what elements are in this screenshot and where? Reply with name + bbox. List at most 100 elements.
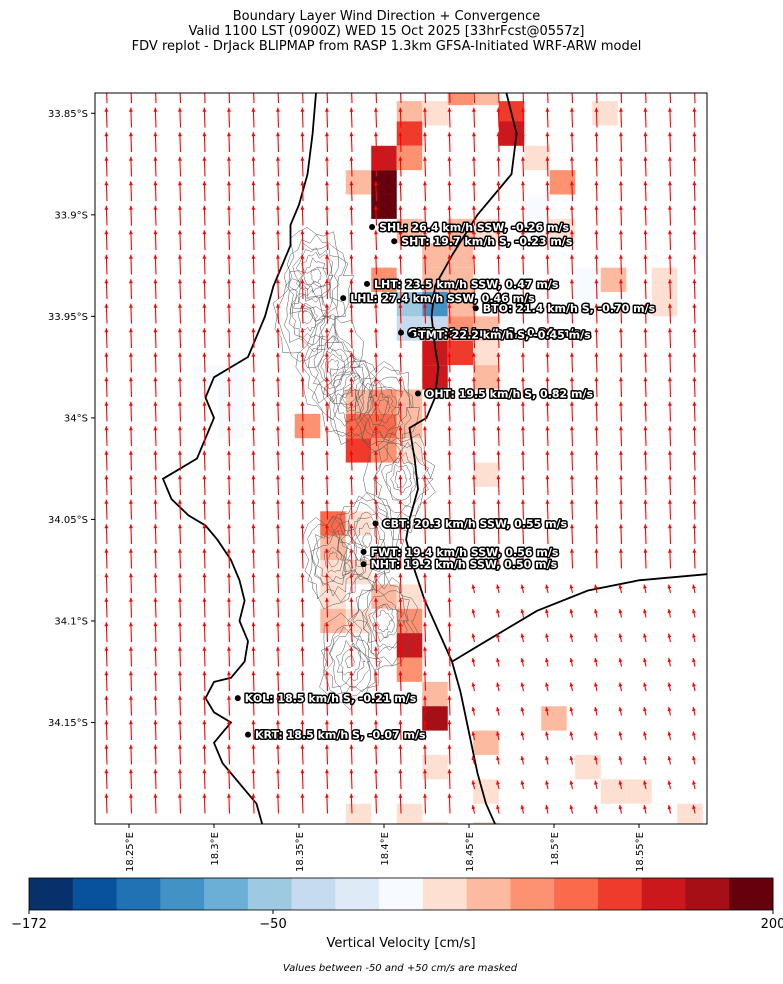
wind-arrow xyxy=(422,646,427,667)
wind-arrow xyxy=(618,755,623,765)
wind-arrow xyxy=(275,597,280,618)
terrain-contour xyxy=(301,322,361,404)
wind-arrow xyxy=(447,181,452,202)
wind-arrow xyxy=(177,622,182,643)
wind-arrow xyxy=(251,646,256,667)
velocity-cell xyxy=(422,681,448,707)
velocity-cell xyxy=(549,170,576,195)
wind-arrow xyxy=(251,107,256,128)
station-label: FWT: 19.4 km/h SSW, 0.56 m/s xyxy=(371,546,559,559)
velocity-cell xyxy=(473,779,499,804)
wind-arrow xyxy=(447,230,452,251)
terrain-contour xyxy=(292,242,340,312)
wind-arrow xyxy=(153,401,158,422)
wind-arrow xyxy=(153,769,158,790)
wind-arrow xyxy=(471,657,476,667)
terrain-contour xyxy=(368,386,400,432)
wind-arrow xyxy=(545,682,549,692)
wind-arrow xyxy=(496,181,501,202)
wind-arrow xyxy=(226,328,231,349)
wind-arrow xyxy=(275,646,280,667)
wind-arrow xyxy=(300,524,305,545)
wind-arrow xyxy=(153,426,158,447)
wind-arrow xyxy=(447,573,452,594)
wind-arrow xyxy=(496,205,501,226)
x-tick-label: 18.4°E xyxy=(380,832,391,866)
wind-arrow xyxy=(422,181,427,202)
wind-arrow xyxy=(422,303,427,324)
velocity-cell xyxy=(447,340,474,366)
wind-arrow xyxy=(128,107,133,128)
wind-arrow xyxy=(569,633,574,643)
station-marker xyxy=(369,224,376,231)
wind-arrow xyxy=(300,548,305,569)
wind-arrow xyxy=(545,706,549,716)
wind-arrow xyxy=(202,230,207,251)
wind-arrow xyxy=(202,597,207,618)
wind-arrow xyxy=(202,426,207,447)
wind-arrow xyxy=(300,328,305,349)
wind-arrow xyxy=(447,769,452,790)
wind-arrow xyxy=(324,156,329,177)
wind-arrow xyxy=(128,156,133,177)
terrain-contour xyxy=(341,387,358,409)
station-label-halo: KRT: 18.5 km/h S, -0.07 m/s xyxy=(255,729,426,742)
wind-arrow xyxy=(373,254,378,275)
wind-arrow xyxy=(692,450,697,471)
wind-arrow xyxy=(667,731,672,741)
wind-arrow xyxy=(300,450,305,471)
wind-arrow xyxy=(569,426,574,447)
wind-arrow xyxy=(177,352,182,373)
colorbar-swatch xyxy=(204,878,249,910)
wind-arrow xyxy=(471,181,476,202)
velocity-cell xyxy=(218,365,244,390)
wind-arrow xyxy=(128,328,133,349)
wind-arrow xyxy=(202,401,207,422)
wind-arrow xyxy=(545,156,550,177)
wind-arrow xyxy=(349,132,354,153)
wind-arrow xyxy=(471,475,476,496)
wind-arrow xyxy=(643,657,647,667)
wind-arrow xyxy=(104,377,109,398)
wind-arrow xyxy=(398,254,403,275)
wind-arrow xyxy=(422,450,427,471)
wind-arrow xyxy=(153,695,158,716)
wind-arrow xyxy=(398,230,403,251)
wind-arrow xyxy=(373,401,378,422)
terrain-contour xyxy=(287,234,347,322)
wind-arrow xyxy=(447,524,452,545)
station-label: GUT: 21.5 km/h S, -0.24 m/s xyxy=(408,327,580,340)
wind-arrow xyxy=(496,328,501,349)
wind-arrow xyxy=(667,328,672,349)
wind-arrow xyxy=(594,499,599,520)
wind-arrow xyxy=(202,107,207,128)
wind-arrow xyxy=(349,720,354,741)
wind-arrow xyxy=(153,499,158,520)
wind-arrow xyxy=(202,181,207,202)
wind-arrow xyxy=(202,328,207,349)
wind-arrow xyxy=(422,377,427,398)
wind-arrow xyxy=(128,720,133,741)
wind-arrow xyxy=(104,426,109,447)
wind-arrow xyxy=(300,279,305,300)
wind-arrow xyxy=(324,573,329,594)
wind-arrow xyxy=(177,401,182,422)
wind-arrows xyxy=(104,93,697,814)
wind-arrow xyxy=(471,132,476,153)
terrain-contour xyxy=(310,268,323,284)
wind-arrow xyxy=(177,671,182,692)
colorbar-swatch xyxy=(291,878,336,910)
wind-arrow xyxy=(251,548,256,569)
wind-arrow xyxy=(618,426,623,447)
wind-arrow xyxy=(520,608,525,618)
wind-arrow xyxy=(251,475,256,496)
wind-arrow xyxy=(520,328,525,349)
terrain-contour xyxy=(362,588,408,656)
wind-arrow xyxy=(594,328,599,349)
wind-arrow xyxy=(153,377,158,398)
velocity-cell xyxy=(218,389,244,414)
wind-arrow xyxy=(496,731,500,741)
wind-arrow xyxy=(496,499,501,520)
wind-arrow xyxy=(422,205,427,226)
